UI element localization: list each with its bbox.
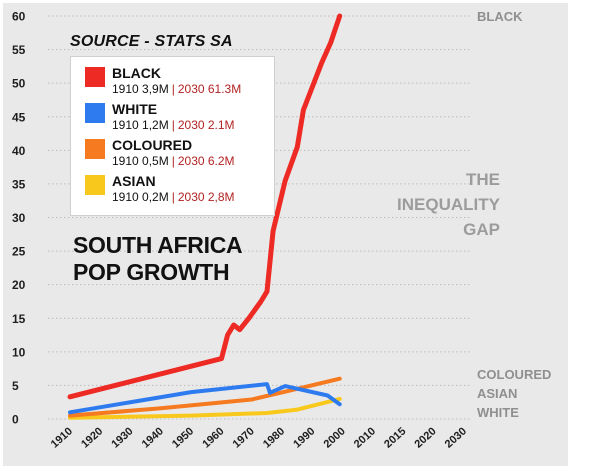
inequality-gap-annotation: GAP (463, 220, 500, 239)
y-tick-label: 10 (12, 345, 26, 359)
x-tick-label: 2000 (322, 425, 348, 450)
x-tick-label: 2030 (443, 425, 469, 450)
x-tick-label: 1940 (140, 425, 166, 450)
chart-title: SOUTH AFRICA POP GROWTH (73, 232, 243, 286)
legend-separator: | (171, 190, 175, 204)
series-line-white (68, 382, 342, 415)
legend-start-value: 1910 0,2M (112, 190, 169, 204)
source-caption: SOURCE - STATS SA (70, 33, 233, 50)
legend-start-value: 1910 3,9M (112, 82, 169, 96)
y-tick-label: 25 (12, 245, 26, 259)
legend-end-value: 2030 2,8M (177, 190, 235, 204)
legend-label: ASIAN (112, 173, 156, 189)
legend-swatch (85, 67, 105, 87)
series-end-label: ASIAN (477, 386, 517, 401)
x-tick-label: 2010 (352, 425, 378, 450)
chart-title-line: SOUTH AFRICA (73, 232, 243, 258)
legend-values: 1910 0,2M | 2030 2,8M (112, 190, 235, 204)
y-tick-label: 45 (12, 110, 26, 124)
x-tick-label: 1990 (291, 425, 317, 450)
x-tick-label: 1960 (200, 425, 226, 450)
series-line-coloured (68, 376, 342, 418)
legend-label: COLOURED (112, 137, 193, 153)
y-tick-label: 35 (12, 177, 26, 191)
legend-end-value: 2030 2.1M (177, 118, 235, 132)
y-tick-label: 15 (12, 312, 26, 326)
series-line-asian (68, 396, 342, 420)
page-margin (568, 0, 591, 469)
legend-swatch (85, 175, 105, 195)
inequality-gap-annotation: INEQUALITY (397, 195, 501, 214)
series-line-black (67, 13, 343, 400)
y-tick-label: 30 (12, 211, 26, 225)
x-tick-label: 1970 (231, 425, 257, 450)
x-tick-label: 1920 (79, 425, 105, 450)
y-tick-label: 60 (12, 10, 26, 24)
legend-start-value: 1910 0,5M (112, 154, 169, 168)
legend-end-value: 2030 6.2M (177, 154, 235, 168)
x-tick-label: 1980 (261, 425, 287, 450)
x-tick-label: 2020 (412, 425, 438, 450)
legend-label: WHITE (112, 101, 158, 117)
legend-swatch (85, 139, 105, 159)
y-tick-label: 50 (12, 77, 26, 91)
legend-separator: | (171, 82, 175, 96)
x-tick-label: 1950 (170, 425, 196, 450)
legend: BLACK 1910 3,9M | 2030 61.3M WHITE 1910 1,2M |… (70, 56, 275, 216)
y-tick-label: 5 (12, 379, 19, 393)
legend-separator: | (171, 154, 175, 168)
series-end-label: COLOURED (477, 367, 551, 382)
x-tick-label: 2015 (382, 425, 408, 450)
y-tick-label: 55 (12, 43, 26, 57)
x-tick-label: 1910 (49, 425, 75, 450)
x-tick-label: 1930 (109, 425, 135, 450)
y-tick-label: 20 (12, 278, 26, 292)
legend-values: 1910 0,5M | 2030 6.2M (112, 154, 235, 168)
legend-label: BLACK (112, 65, 161, 81)
legend-separator: | (171, 118, 175, 132)
series-end-label: BLACK (477, 9, 523, 24)
y-tick-label: 40 (12, 144, 26, 158)
inequality-gap-annotation: THE (466, 170, 500, 189)
legend-start-value: 1910 1,2M (112, 118, 169, 132)
legend-end-value: 2030 61.3M (177, 82, 242, 96)
chart-title-line: POP GROWTH (73, 259, 230, 285)
y-tick-label: 0 (12, 413, 19, 427)
series-end-label: WHITE (477, 405, 519, 420)
legend-values: 1910 3,9M | 2030 61.3M (112, 82, 241, 96)
legend-values: 1910 1,2M | 2030 2.1M (112, 118, 235, 132)
legend-swatch (85, 103, 105, 123)
